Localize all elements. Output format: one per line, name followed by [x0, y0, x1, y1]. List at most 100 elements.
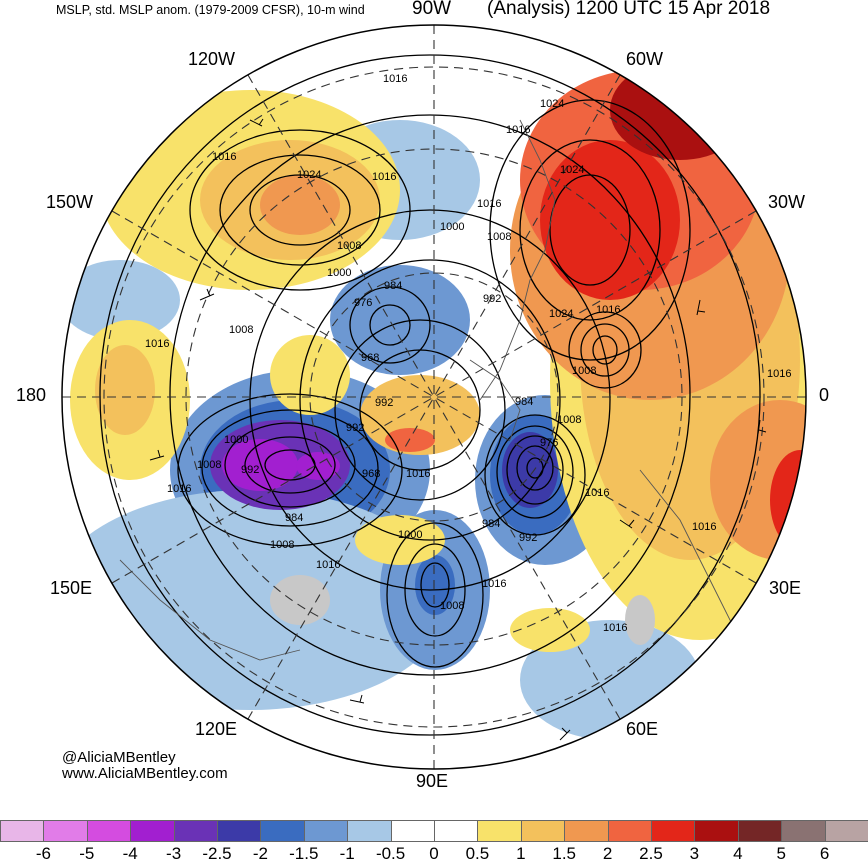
colorbar-tick-label: -1.5 [289, 844, 319, 863]
isobar-label: 1000 [440, 221, 464, 233]
isobar-label: 968 [362, 468, 380, 480]
colorbar-tick-label: 4 [733, 844, 743, 863]
colorbar-tick-label: 1.5 [552, 844, 576, 863]
lon-label-150w: 150W [46, 192, 94, 212]
isobar-labels: 1016 1024 1016 1024 1016 1016 1000 1016 … [145, 73, 791, 634]
colorbar-swatch [217, 820, 262, 842]
colorbar-swatch [173, 820, 218, 842]
lon-label-90e: 90E [416, 771, 449, 791]
colorbar-tick-label: 5 [776, 844, 786, 863]
colorbar-tick-label: 2.5 [639, 844, 663, 863]
colorbar-swatch [607, 820, 652, 842]
lon-label-180: 180 [16, 385, 47, 405]
isobar-label: 1016 [167, 483, 191, 495]
colorbar-tick-label: -2.5 [202, 844, 232, 863]
anomaly-region [296, 452, 340, 480]
isobar-label: 1016 [596, 304, 620, 316]
isobar-label: 1000 [327, 267, 351, 279]
isobar-label: 984 [515, 396, 533, 408]
colorbar-tick-label: -5 [79, 844, 95, 863]
isobar-label: 1024 [549, 308, 573, 320]
colorbar-swatch [347, 820, 392, 842]
lon-label-60e: 60E [626, 719, 659, 739]
isobar-label: 1016 [767, 368, 791, 380]
colorbar-swatch [477, 820, 522, 842]
anomaly-region [95, 345, 155, 435]
anomaly-region [222, 439, 298, 491]
colorbar-swatch [737, 820, 783, 842]
isobar-label: 992 [241, 464, 259, 476]
anomaly-region [502, 432, 558, 508]
colorbar-tick-label: -4 [122, 844, 138, 863]
lon-label-120w: 120W [188, 49, 236, 69]
colorbar-swatch [43, 820, 88, 842]
colorbar-tick-label: -2 [252, 844, 268, 863]
lon-label-30e: 30E [769, 578, 802, 598]
isobar-label: 992 [483, 293, 501, 305]
colorbar-tick-label: 3 [689, 844, 700, 863]
colorbar-tick-label: 6 [819, 844, 830, 863]
wind-barbs [149, 118, 767, 741]
isobar-label: 1016 [406, 468, 430, 480]
map-title: MSLP, std. MSLP anom. (1979-2009 CFSR), … [56, 3, 365, 17]
colorbar-swatch [520, 820, 566, 842]
isobar-label: 1008 [229, 324, 253, 336]
isobar-label: 1008 [572, 365, 596, 377]
colorbar-swatch [824, 820, 868, 842]
credit-website: www.AliciaMBentley.com [62, 765, 228, 782]
anomaly-region [385, 428, 435, 452]
anomaly-region [270, 335, 350, 415]
isobar-label: 1016 [477, 198, 501, 210]
anomaly-region [540, 140, 680, 300]
colorbar-swatch [130, 820, 175, 842]
isobar-label: 1000 [398, 529, 422, 541]
isobar-label: 1008 [197, 459, 221, 471]
isobar-label: 1008 [337, 240, 361, 252]
anomaly-region [625, 595, 655, 645]
graticule [62, 25, 806, 769]
anomaly-region [510, 608, 590, 652]
lon-label-120e: 120E [195, 719, 238, 739]
isobar-label: 984 [482, 518, 500, 530]
isobar-label: 1016 [212, 151, 236, 163]
isobar-label: 1000 [224, 434, 248, 446]
isobar-label: 1016 [372, 171, 396, 183]
colorbar-tick-label: -3 [166, 844, 182, 863]
isobar-label: 1024 [560, 164, 584, 176]
isobar-label: 1008 [440, 600, 464, 612]
colorbar-swatch [303, 820, 349, 842]
polar-stereographic-map: 1016 1024 1016 1024 1016 1016 1000 1016 … [61, 24, 807, 770]
isobar-label: 1016 [316, 559, 340, 571]
isobar-label: 1016 [585, 487, 609, 499]
isobar-label: 968 [361, 352, 379, 364]
isobar-label: 1016 [692, 521, 716, 533]
isobar-label: 992 [375, 397, 393, 409]
isobar-label: 1016 [506, 124, 530, 136]
isobar-label: 976 [354, 297, 372, 309]
colorbar-swatch [694, 820, 739, 842]
isobar-label: 984 [384, 280, 402, 292]
anomaly-region [62, 260, 180, 340]
credit-twitter: @AliciaMBentley [62, 749, 176, 766]
colorbar-tick-label: 2 [602, 844, 613, 863]
colorbar-swatch [0, 820, 45, 842]
isobar-label: 1008 [270, 539, 294, 551]
map-border [61, 24, 807, 770]
anomaly-region [270, 575, 330, 625]
colorbar-tick-label: 0 [429, 844, 439, 863]
anomaly-region [260, 175, 340, 235]
isobar-label: 1016 [145, 338, 169, 350]
isobar-label: 976 [540, 437, 558, 449]
lon-label-0: 0 [819, 385, 830, 405]
isobar-label: 992 [346, 422, 364, 434]
coastlines [119, 119, 741, 661]
lon-label-30w: 30W [768, 192, 806, 212]
anomaly-region [610, 60, 750, 160]
colorbar-swatch [434, 820, 479, 842]
isobar-label: 992 [519, 532, 537, 544]
isobar-label: 1024 [297, 169, 321, 181]
anomaly-shading [62, 60, 806, 740]
isobar-label: 984 [285, 512, 303, 524]
lon-label-150e: 150E [50, 578, 93, 598]
colorbar-swatch [651, 820, 696, 842]
